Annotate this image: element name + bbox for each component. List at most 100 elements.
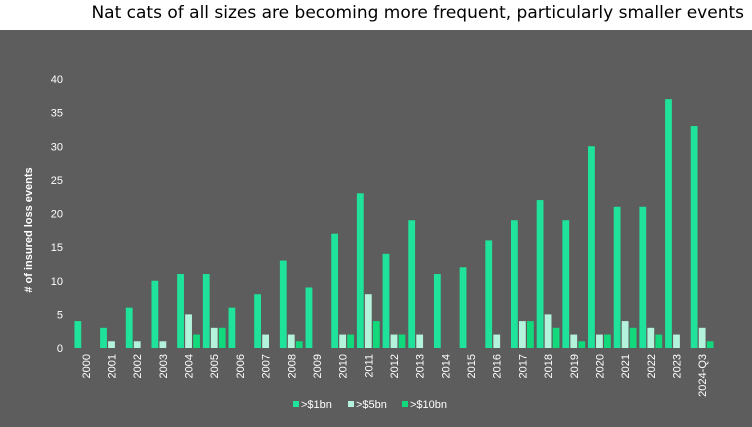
bar-5bn-2010 [339,334,347,348]
x-tick-label: 2024-Q3 [697,354,709,397]
y-tick-label: 5 [57,309,63,321]
bar-5bn-2023 [673,334,680,348]
bar-10bn-2008 [295,341,303,348]
bar-5bn-2001 [108,341,115,348]
x-tick-label: 2001 [107,354,119,378]
bar-10bn-2005 [218,327,226,348]
bar-1bn-2018 [536,200,544,348]
x-tick-label: 2007 [261,354,273,378]
y-tick-label: 25 [51,175,63,187]
y-tick-label: 20 [51,209,63,221]
bar-1bn-2014 [433,274,441,348]
bar-5bn-2007 [262,334,269,348]
bar-1bn-2012 [382,253,390,348]
x-tick-label: 2000 [81,354,93,378]
x-tick-label: 2010 [338,354,350,378]
bar-1bn-2002 [125,307,133,348]
bar-1bn-2010 [331,233,339,348]
bar-1bn-2001 [100,327,107,348]
x-tick-label: 2004 [184,354,196,378]
bar-chart: 0 5 10 15 20 25 30 35 40 # of insured loss events… [23,74,714,411]
bar-1bn-2024-q3 [690,126,698,348]
chart-title: Nat cats of all sizes are becoming more … [91,3,744,23]
bar-1bn-2016 [485,240,493,348]
x-tick-label: 2009 [312,354,324,378]
bar-1bn-2008 [279,260,287,348]
x-tick-label: 2015 [466,354,478,378]
bar-1bn-2021 [613,206,621,348]
x-tick-label: 2003 [158,354,170,378]
bar-1bn-2020 [588,146,595,348]
bar-10bn-2012 [398,334,406,348]
legend-label: >$1bn [301,399,332,411]
bar-1bn-2015 [459,267,467,348]
bar-1bn-2023 [665,99,672,348]
bar-1bn-2011 [356,193,364,348]
legend-swatch [402,401,408,407]
bar-1bn-2003 [151,280,159,348]
x-tick-label: 2017 [517,354,529,378]
x-tick-label: 2019 [569,354,581,378]
bar-1bn-2007 [254,294,261,348]
bar-5bn-2012 [390,334,398,348]
bar-5bn-2021 [621,321,629,348]
x-tick-label: 2023 [671,354,683,378]
bar-1bn-2006 [228,307,236,348]
bar-5bn-2019 [570,334,578,348]
bar-5bn-2008 [287,334,295,348]
bar-10bn-2024-q3 [706,341,714,348]
y-tick-label: 0 [57,343,63,355]
bar-1bn-2022 [639,206,647,348]
x-tick-label: 2018 [543,354,555,378]
bar-5bn-2003 [159,341,167,348]
bar-10bn-2004 [193,334,200,348]
bar-1bn-2017 [511,220,518,348]
legend-label: >$10bn [410,399,447,411]
bar-5bn-2004 [185,314,192,348]
bar-1bn-2005 [202,274,210,348]
bar-1bn-2013 [408,220,416,348]
title-bar: Nat cats of all sizes are becoming more … [0,0,752,30]
y-tick-label: 30 [51,141,63,153]
bar-5bn-2020 [596,334,603,348]
bar-5bn-2022 [647,327,655,348]
x-tick-label: 2022 [646,354,658,378]
bar-1bn-2004 [177,274,184,348]
y-tick-label: 40 [51,74,63,86]
bar-10bn-2011 [372,321,380,348]
bar-10bn-2017 [527,321,534,348]
bar-5bn-2013 [416,334,424,348]
bar-10bn-2021 [629,327,637,348]
bar-10bn-2022 [655,334,663,348]
bar-10bn-2019 [578,341,586,348]
bar-1bn-2009 [305,287,313,348]
x-tick-label: 2005 [209,354,221,378]
legend-swatch [348,401,354,407]
bar-10bn-2020 [604,334,611,348]
x-tick-label: 2021 [620,354,632,378]
bar-5bn-2002 [133,341,141,348]
x-tick-label: 2012 [389,354,401,378]
bar-5bn-2011 [364,294,372,348]
y-tick-label: 35 [51,108,63,120]
bar-5bn-2017 [519,321,526,348]
x-tick-label: 2011 [363,354,375,378]
bar-5bn-2016 [493,334,501,348]
bar-1bn-2000 [74,321,82,348]
x-tick-label: 2014 [440,354,452,378]
legend-swatch [293,401,299,407]
bar-5bn-2024-q3 [698,327,706,348]
x-tick-label: 2006 [235,354,247,378]
x-tick-label: 2020 [594,354,606,378]
bar-5bn-2005 [210,327,218,348]
bar-1bn-2019 [562,220,570,348]
x-tick-label: 2008 [286,354,298,378]
y-tick-label: 15 [51,242,63,254]
legend-label: >$5bn [356,399,387,411]
x-tick-label: 2013 [415,354,427,378]
chart-panel: 0 5 10 15 20 25 30 35 40 # of insured loss events… [0,30,752,427]
bar-5bn-2018 [544,314,552,348]
y-tick-label: 10 [51,276,63,288]
y-axis-label: # of insured loss events [23,167,35,292]
bar-10bn-2010 [347,334,355,348]
